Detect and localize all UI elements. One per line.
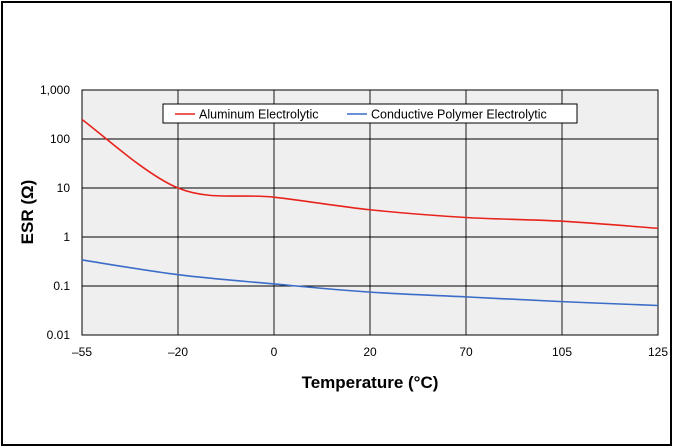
y-tick-label: 0.01 bbox=[47, 328, 71, 342]
legend-box bbox=[162, 103, 578, 124]
series-lines bbox=[81, 118, 659, 307]
x-axis-title: Temperature (°C) bbox=[302, 373, 439, 392]
series-line-aluminum bbox=[81, 118, 659, 230]
x-tick-label: 0 bbox=[271, 345, 278, 359]
x-tick-label: 125 bbox=[648, 345, 668, 359]
series-line-polymer bbox=[81, 259, 659, 307]
x-tick-labels: –55 –20 0 20 70 105 125 bbox=[72, 345, 668, 359]
legend: Aluminum Electrolytic Conductive Polymer… bbox=[162, 103, 578, 124]
y-tick-label: 0.1 bbox=[53, 279, 70, 293]
legend-label-polymer: Conductive Polymer Electrolytic bbox=[371, 108, 547, 122]
x-tick-label: 105 bbox=[552, 345, 572, 359]
y-tick-label: 1 bbox=[63, 230, 70, 244]
x-tick-label: 20 bbox=[363, 345, 377, 359]
x-tick-label: –20 bbox=[168, 345, 188, 359]
x-tick-label: 70 bbox=[459, 345, 473, 359]
y-axis-title: ESR (Ω) bbox=[18, 180, 37, 245]
y-tick-label: 1,000 bbox=[40, 83, 70, 97]
y-tick-label: 100 bbox=[50, 132, 70, 146]
y-tick-label: 10 bbox=[57, 181, 71, 195]
y-tick-labels: 0.01 0.1 1 10 100 1,000 bbox=[40, 83, 70, 342]
legend-label-aluminum: Aluminum Electrolytic bbox=[199, 108, 318, 122]
x-tick-label: –55 bbox=[72, 345, 92, 359]
